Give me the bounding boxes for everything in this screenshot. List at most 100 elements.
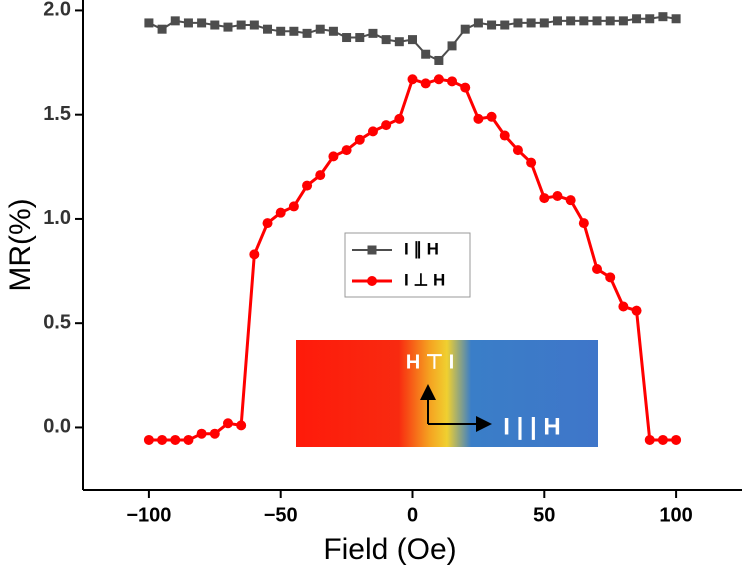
data-point bbox=[170, 16, 180, 26]
data-point bbox=[157, 24, 167, 34]
data-point bbox=[236, 20, 246, 30]
data-point bbox=[565, 195, 576, 206]
legend-marker bbox=[367, 245, 377, 255]
data-point bbox=[433, 74, 444, 85]
x-tick-label: −100 bbox=[126, 504, 171, 526]
data-point bbox=[302, 28, 312, 38]
x-tick-label: −50 bbox=[264, 504, 298, 526]
y-tick-label: 0.0 bbox=[43, 416, 71, 438]
data-point bbox=[499, 130, 510, 141]
x-tick-label: 100 bbox=[659, 504, 692, 526]
data-point bbox=[381, 35, 391, 45]
data-point bbox=[632, 14, 642, 24]
legend-box bbox=[344, 232, 471, 298]
data-point bbox=[512, 145, 523, 156]
data-point bbox=[421, 49, 431, 59]
data-point bbox=[249, 249, 260, 260]
x-axis-label: Field (Oe) bbox=[323, 533, 456, 566]
data-point bbox=[288, 201, 299, 212]
legend-label: I ∥ H bbox=[404, 239, 439, 258]
data-point bbox=[566, 16, 576, 26]
data-point bbox=[657, 434, 668, 445]
data-point bbox=[394, 37, 404, 47]
y-tick-label: 0.5 bbox=[43, 311, 71, 333]
data-point bbox=[183, 18, 193, 28]
data-point bbox=[196, 428, 207, 439]
data-point bbox=[526, 18, 536, 28]
data-point bbox=[658, 12, 668, 22]
data-point bbox=[315, 170, 326, 181]
data-point bbox=[500, 20, 510, 30]
data-point bbox=[328, 151, 339, 162]
data-point bbox=[578, 218, 589, 229]
data-point bbox=[236, 420, 247, 431]
legend-marker bbox=[367, 276, 377, 286]
data-point bbox=[143, 434, 154, 445]
data-point bbox=[223, 22, 233, 32]
data-point bbox=[552, 16, 562, 26]
data-point bbox=[289, 26, 299, 36]
data-point bbox=[552, 191, 563, 201]
data-point bbox=[526, 157, 537, 168]
data-point bbox=[263, 24, 273, 34]
data-point bbox=[579, 16, 589, 26]
y-tick-label: 1.0 bbox=[43, 207, 71, 229]
inset-label: I | | H bbox=[503, 413, 560, 440]
legend-label: I ⊥ H bbox=[404, 270, 445, 289]
data-point bbox=[539, 18, 549, 28]
data-point bbox=[355, 33, 365, 43]
data-point bbox=[144, 18, 154, 28]
data-point bbox=[447, 76, 458, 87]
data-point bbox=[275, 207, 286, 218]
data-point bbox=[605, 16, 615, 26]
data-point bbox=[249, 20, 259, 30]
data-point bbox=[460, 82, 471, 93]
data-point bbox=[447, 41, 457, 51]
data-point bbox=[394, 113, 405, 124]
data-point bbox=[315, 24, 325, 34]
data-point bbox=[407, 74, 418, 85]
data-point bbox=[209, 428, 220, 439]
y-tick-label: 2.0 bbox=[43, 0, 71, 21]
data-point bbox=[420, 78, 431, 89]
data-point bbox=[631, 305, 642, 316]
data-point bbox=[618, 16, 628, 26]
data-point bbox=[434, 55, 444, 65]
data-point bbox=[183, 434, 194, 445]
data-point bbox=[473, 113, 484, 124]
data-point bbox=[487, 20, 497, 30]
data-point bbox=[539, 193, 550, 204]
data-point bbox=[197, 18, 207, 28]
data-point bbox=[328, 26, 338, 36]
data-point bbox=[354, 134, 365, 145]
data-point bbox=[645, 14, 655, 24]
data-point bbox=[671, 434, 682, 445]
data-point bbox=[210, 20, 220, 30]
data-point bbox=[170, 434, 181, 445]
data-point bbox=[381, 120, 392, 131]
y-tick-label: 1.5 bbox=[43, 103, 71, 125]
data-point bbox=[513, 18, 523, 28]
data-point bbox=[408, 35, 417, 45]
x-tick-label: 0 bbox=[407, 504, 418, 526]
data-point bbox=[605, 272, 616, 283]
data-point bbox=[341, 145, 352, 156]
inset-label: I ⊥ H bbox=[406, 350, 455, 372]
data-point bbox=[368, 28, 378, 38]
data-point bbox=[342, 33, 352, 43]
inset-image bbox=[296, 340, 598, 447]
data-point bbox=[460, 24, 470, 34]
data-point bbox=[262, 218, 273, 229]
data-point bbox=[644, 434, 655, 445]
data-point bbox=[592, 16, 602, 26]
y-axis-label: MR(%) bbox=[4, 198, 37, 291]
data-point bbox=[157, 434, 168, 445]
data-point bbox=[302, 180, 313, 191]
data-point bbox=[222, 418, 233, 429]
data-point bbox=[671, 14, 681, 24]
data-point bbox=[276, 26, 286, 36]
data-point bbox=[618, 301, 629, 312]
data-point bbox=[473, 18, 483, 28]
data-point bbox=[367, 126, 378, 137]
